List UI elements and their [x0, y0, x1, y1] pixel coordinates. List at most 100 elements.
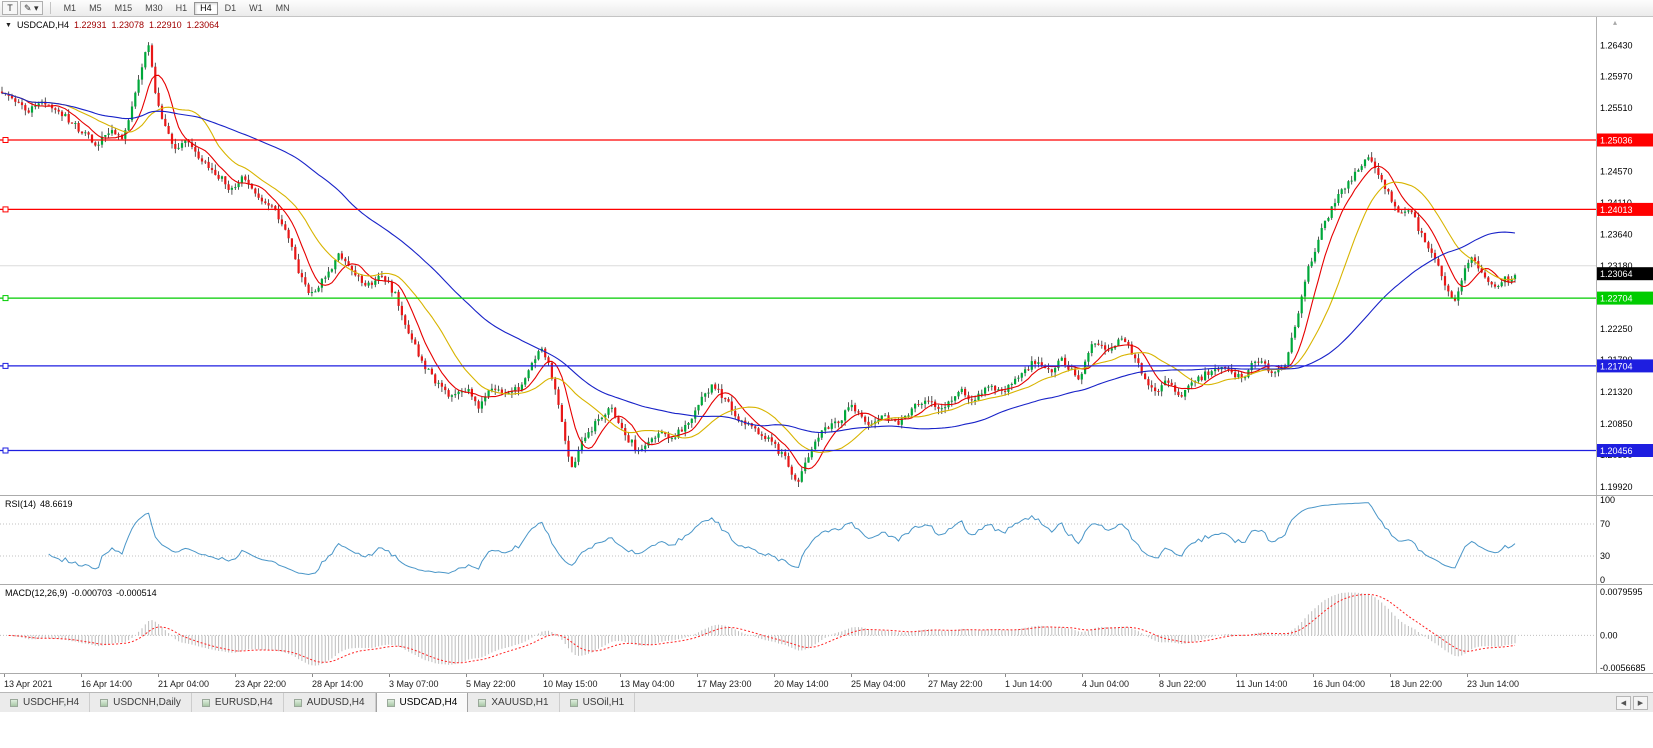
chart-tab-usdcad-h4[interactable]: USDCAD,H4: [375, 693, 469, 712]
tab-scroll-left-button[interactable]: ◀: [1616, 695, 1631, 710]
time-tick: [4, 674, 5, 677]
svg-text:0: 0: [1600, 575, 1605, 584]
chart-tab-label: XAUUSD,H1: [491, 697, 549, 708]
svg-text:1.20850: 1.20850: [1600, 419, 1633, 429]
symbol-timeframe-label: USDCAD,H4: [16, 20, 69, 30]
time-tick: [774, 674, 775, 677]
ma-fast-red: [1, 74, 1516, 470]
chart-tab-label: EURUSD,H4: [214, 697, 273, 708]
svg-text:1.23180: 1.23180: [1600, 261, 1633, 271]
time-tick: [1005, 674, 1006, 677]
macd-pane[interactable]: 0.0079595 0.00 -0.0056685: [0, 585, 1653, 673]
candles: [0, 42, 1517, 487]
level-price-badge: [1597, 291, 1653, 305]
tab-scroll-right-button[interactable]: ▶: [1633, 695, 1648, 710]
timeframe-button-d1[interactable]: D1: [224, 3, 237, 13]
toolbar-separator: [49, 2, 51, 14]
svg-text:0.0079595: 0.0079595: [1600, 587, 1643, 597]
text-tool-button[interactable]: T: [2, 1, 18, 15]
pane-splitter[interactable]: [0, 495, 1653, 496]
level-handle[interactable]: [2, 362, 9, 369]
timeframe-button-h1[interactable]: H1: [175, 3, 188, 13]
time-label: 10 May 15:00: [543, 679, 598, 689]
svg-text:-0.0056685: -0.0056685: [1600, 663, 1646, 673]
chart-tab-eurusd-h4[interactable]: EURUSD,H4: [192, 693, 284, 712]
svg-text:1.22250: 1.22250: [1600, 324, 1633, 334]
rsi-title: RSI(14) 48.6619: [5, 499, 73, 509]
level-price-badge: [1597, 133, 1653, 147]
time-label: 5 May 22:00: [466, 679, 516, 689]
tool-button-group: T ✎ ▾: [2, 1, 43, 15]
chart-window: ▼ USDCAD,H4 1.22931 1.23078 1.22910 1.23…: [0, 17, 1653, 692]
svg-text:1.24110: 1.24110: [1600, 198, 1632, 208]
chart-icon: [100, 698, 109, 707]
svg-text:1.25510: 1.25510: [1600, 103, 1633, 113]
time-tick: [851, 674, 852, 677]
timeframe-button-m15[interactable]: M15: [114, 3, 133, 13]
chart-tab-xauusd-h1[interactable]: XAUUSD,H1: [468, 693, 560, 712]
chart-icon: [10, 698, 18, 707]
level-handle[interactable]: [2, 295, 9, 302]
chart-icon: [386, 698, 395, 707]
rsi-line: [48, 502, 1516, 576]
timeframe-button-h4[interactable]: H4: [194, 1, 218, 15]
time-label: 20 May 14:00: [774, 679, 829, 689]
time-tick: [158, 674, 159, 677]
price-scale[interactable]: [1597, 17, 1653, 674]
svg-text:1.25970: 1.25970: [1600, 72, 1633, 82]
time-tick: [620, 674, 621, 677]
time-tick: [1159, 674, 1160, 677]
macd-value-main: -0.000703: [71, 588, 113, 598]
time-label: 25 May 04:00: [851, 679, 906, 689]
level-handle[interactable]: [2, 447, 9, 454]
chevron-down-icon[interactable]: ▼: [5, 21, 12, 29]
svg-text:0.00: 0.00: [1600, 630, 1618, 640]
svg-text:100: 100: [1600, 496, 1615, 505]
chart-tab-label: USDCAD,H4: [399, 697, 458, 708]
timeframe-button-mn[interactable]: MN: [275, 3, 290, 13]
time-label: 1 Jun 14:00: [1005, 679, 1053, 689]
chart-tab-usoil-h1[interactable]: USOil,H1: [560, 693, 636, 712]
macd-histogram: [8, 592, 1516, 666]
current-price-badge: [1597, 267, 1653, 281]
level-price-badge: [1597, 444, 1653, 457]
chart-tab-label: AUDUSD,H4: [306, 697, 365, 708]
main-chart-plot[interactable]: 1.26430 1.25970 1.25510 1.24570 1.24110 1.236…: [0, 17, 1653, 495]
pane-splitter[interactable]: [0, 584, 1653, 585]
time-label: 27 May 22:00: [928, 679, 983, 689]
timeframe-button-m5[interactable]: M5: [89, 3, 102, 13]
ohlc-open: 1.22931: [73, 20, 107, 30]
svg-text:1.23064: 1.23064: [1600, 269, 1633, 279]
rsi-pane[interactable]: 100 70 30 0: [0, 496, 1653, 584]
time-label: 3 May 07:00: [389, 679, 439, 689]
chart-tab-audusd-h4[interactable]: AUDUSD,H4: [284, 693, 376, 712]
ohlc-low: 1.22910: [149, 20, 182, 30]
timeframe-button-m1[interactable]: M1: [63, 3, 77, 13]
timeframe-button-m30[interactable]: M30: [145, 3, 163, 13]
chart-tab-usdchf-h4[interactable]: USDCHF,H4: [0, 693, 91, 712]
chart-tab-bar: USDCHF,H4 USDCNH,Daily EURUSD,H4 AUDUSD,H4 U…: [0, 692, 1653, 712]
timeframe-button-w1[interactable]: W1: [249, 3, 263, 13]
svg-text:1.20456: 1.20456: [1600, 446, 1633, 456]
svg-text:1.24013: 1.24013: [1600, 205, 1633, 215]
time-label: 17 May 23:00: [697, 679, 752, 689]
time-label: 13 Apr 2021: [4, 679, 53, 689]
svg-text:1.26430: 1.26430: [1600, 41, 1633, 51]
pane-splitter[interactable]: [0, 673, 1653, 674]
chart-tab-usdcnh-daily[interactable]: USDCNH,Daily: [90, 693, 192, 712]
svg-text:1.19920: 1.19920: [1600, 482, 1633, 492]
time-label: 11 Jun 14:00: [1236, 679, 1288, 689]
draw-tool-button[interactable]: ✎ ▾: [20, 1, 43, 15]
level-handle[interactable]: [2, 206, 9, 213]
svg-text:70: 70: [1600, 519, 1610, 529]
time-tick: [543, 674, 544, 677]
time-tick: [312, 674, 313, 677]
macd-title: MACD(12,26,9) -0.000703 -0.000514: [5, 588, 157, 598]
price-scale-marker: ▴: [1612, 18, 1617, 27]
svg-text:1.25036: 1.25036: [1600, 136, 1633, 146]
time-scale[interactable]: 13 Apr 2021 16 Apr 14:00 21 Apr 04:00 23 Ap…: [0, 674, 1653, 692]
level-handle[interactable]: [2, 137, 9, 143]
bottom-spacer: [0, 712, 1653, 748]
time-tick: [389, 674, 390, 677]
